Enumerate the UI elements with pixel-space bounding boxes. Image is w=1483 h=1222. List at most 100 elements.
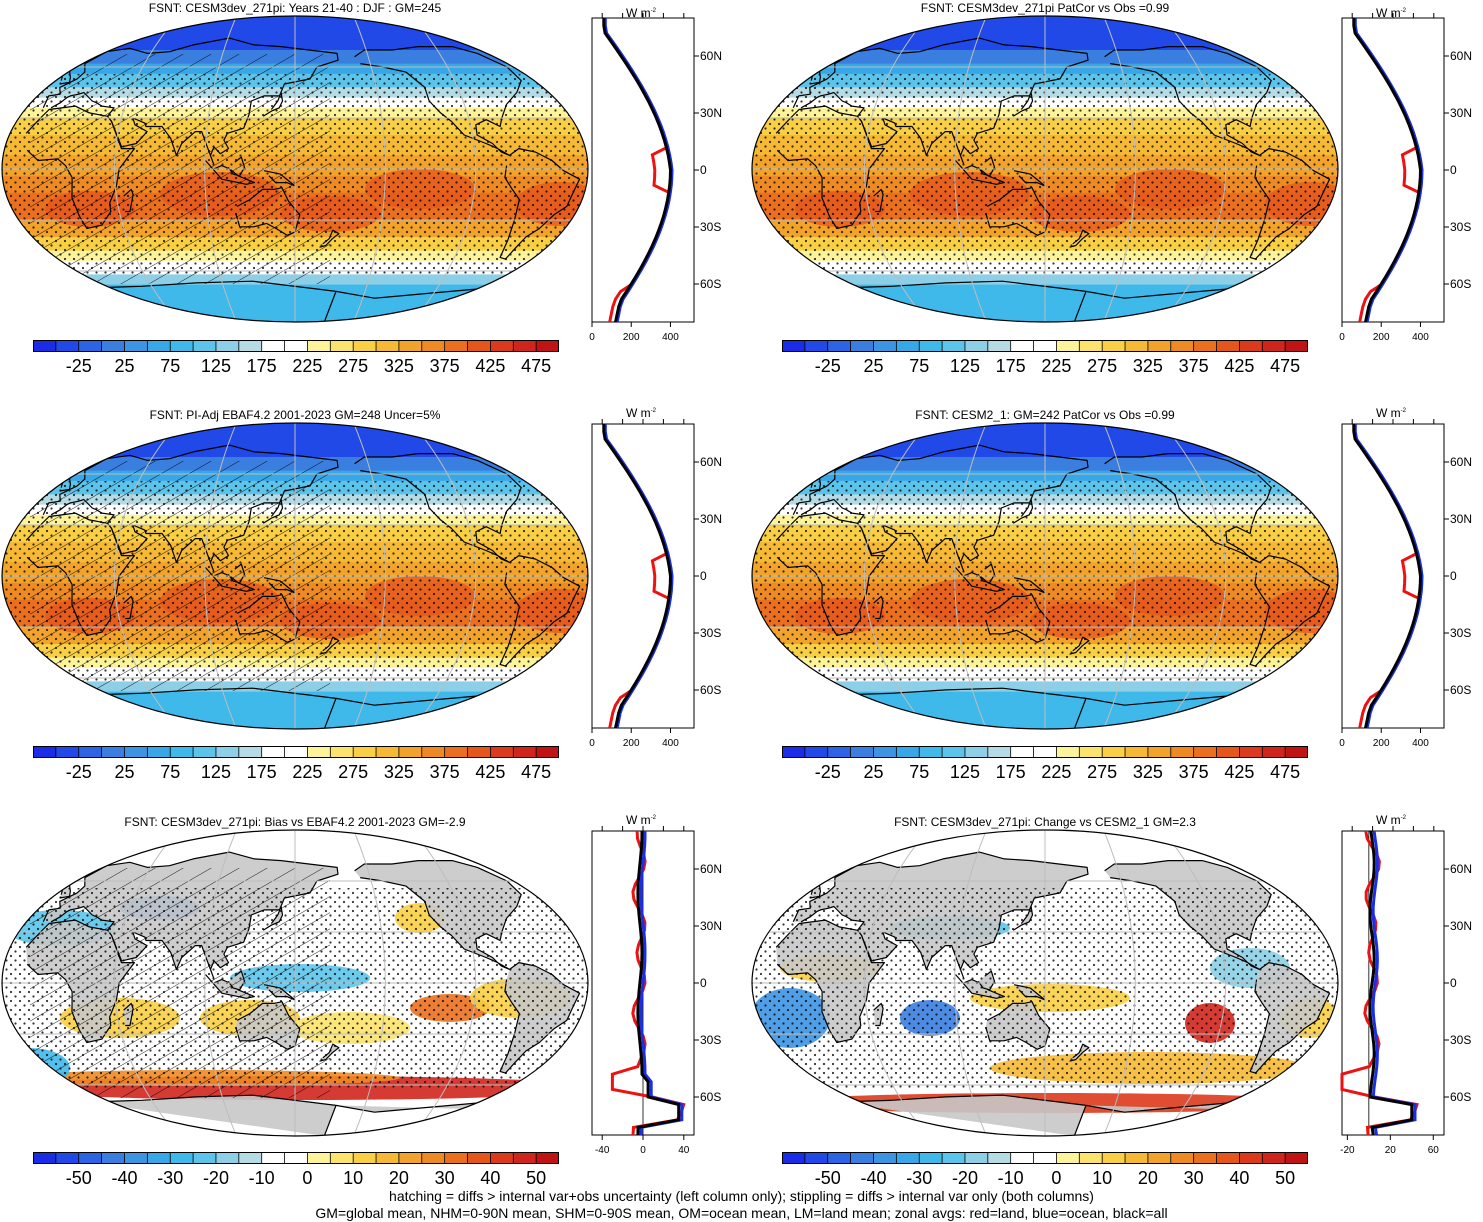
zonal-lat-label: 60S <box>700 683 721 697</box>
colorbar-tick-label: 475 <box>521 762 552 782</box>
colorbar-swatch <box>284 340 308 352</box>
zonal-ocean-line <box>1353 18 1424 323</box>
zonal-land-line <box>610 830 686 1136</box>
zonal-lat-label: 30S <box>1450 220 1471 234</box>
colorbar-tick-label: 375 <box>1178 762 1209 782</box>
colorbar-swatch <box>987 340 1012 352</box>
colorbar <box>33 746 559 758</box>
colorbar-swatch <box>873 340 897 352</box>
colorbar-swatch <box>1193 746 1218 758</box>
colorbar-swatch <box>170 340 194 352</box>
colorbar-swatch <box>1285 746 1308 758</box>
colorbar-swatch <box>827 746 852 758</box>
colorbar-tick-label: 325 <box>383 762 414 782</box>
colorbar-swatch <box>1079 746 1103 758</box>
colorbar-tick-label: 30 <box>434 1168 455 1188</box>
meridian <box>1103 16 1136 322</box>
colorbar-swatch <box>513 340 537 352</box>
colorbar-tick-label: -25 <box>814 762 841 782</box>
colorbar-labels: -25 25 75 125 175 225 275 325 375 425 475 <box>33 762 559 784</box>
map-ebaf-obs <box>1 422 589 730</box>
meridian <box>204 16 237 322</box>
zonal-x-label: 200 <box>1373 332 1390 343</box>
zonal-lat-label: 0 <box>700 976 707 990</box>
zonal-x-label: -20 <box>1340 1145 1355 1156</box>
colorbar-tick-label: 40 <box>1229 1168 1250 1188</box>
colorbar-swatch <box>353 746 377 758</box>
colorbar-swatch <box>1239 1152 1263 1164</box>
colorbar-swatch <box>215 1152 240 1164</box>
map-field <box>2 830 588 1136</box>
colorbar-tick-label: 475 <box>1270 762 1301 782</box>
colorbar-swatch <box>827 1152 852 1164</box>
colorbar-tick-label: 0 <box>302 1168 313 1188</box>
colorbar-tick-label: 50 <box>1275 1168 1296 1188</box>
colorbar <box>782 1152 1308 1164</box>
map-field <box>752 423 1338 729</box>
map-field <box>752 830 1338 1136</box>
colorbar-swatch <box>1239 746 1263 758</box>
zonal-x-label: 0 <box>1339 332 1345 343</box>
map-border <box>1 829 589 1137</box>
zonal-lat-label: 0 <box>700 569 707 583</box>
colorbar-swatch <box>850 1152 874 1164</box>
colorbar <box>33 340 559 352</box>
zonal-lat-label: 60N <box>1450 455 1472 469</box>
colorbar-tick-label: 425 <box>1224 356 1255 376</box>
colorbar-swatch <box>376 1152 400 1164</box>
colorbar-tick-label: 275 <box>338 762 369 782</box>
colorbar-tick-label: -25 <box>65 762 92 782</box>
colorbar-swatch <box>124 340 148 352</box>
colorbar-swatch <box>193 340 217 352</box>
zonal-lat-label: 30S <box>700 220 721 234</box>
meridian <box>1103 830 1136 1136</box>
map-cesm3-years <box>1 15 589 323</box>
colorbar-swatch <box>55 340 80 352</box>
colorbar-border <box>782 1152 1308 1164</box>
colorbar-swatch <box>873 1152 897 1164</box>
colorbar-tick-label: 20 <box>1137 1168 1158 1188</box>
colorbar-swatch <box>987 746 1012 758</box>
zonal-x-label: 60 <box>1428 1145 1440 1156</box>
meridian <box>411 830 477 1136</box>
map-change <box>751 829 1339 1137</box>
colorbar-swatch <box>919 340 943 352</box>
zonal-frame <box>591 17 695 323</box>
colorbar-swatch <box>782 746 806 758</box>
colorbar-swatch <box>896 746 920 758</box>
colorbar-swatch <box>101 340 125 352</box>
zonal-ocean-line <box>1353 424 1424 729</box>
colorbar-tick-label: 225 <box>1041 762 1072 782</box>
colorbar-swatch <box>964 1152 989 1164</box>
colorbar-border <box>33 340 559 352</box>
zonal-all-line <box>1352 424 1423 729</box>
colorbar-swatch <box>850 340 874 352</box>
zonal-frame <box>1341 17 1445 323</box>
colorbar-swatch <box>444 1152 469 1164</box>
colorbar-swatch <box>33 340 57 352</box>
map-cesm3-patcor <box>751 15 1339 323</box>
colorbar <box>782 746 1308 758</box>
colorbar-swatch <box>942 340 966 352</box>
zonal-x-label: 200 <box>623 738 640 749</box>
zonal-all-line <box>602 18 673 323</box>
zonal-lat-label: 30N <box>1450 106 1472 120</box>
colorbar-tick-label: 325 <box>1132 762 1163 782</box>
colorbar-swatch <box>782 1152 806 1164</box>
zonal-ocean-line <box>603 424 674 729</box>
zonal-lat-label: 60N <box>700 49 722 63</box>
colorbar-swatch <box>307 746 331 758</box>
colorbar-tick-label: 125 <box>949 762 980 782</box>
colorbar-swatch <box>376 746 400 758</box>
colorbar-swatch <box>1147 340 1172 352</box>
colorbar-swatch <box>261 1152 286 1164</box>
colorbar-swatch <box>1102 340 1126 352</box>
map-border <box>751 422 1339 730</box>
footer-line-2: GM=global mean, NHM=0-90N mean, SHM=0-90… <box>315 1205 1168 1221</box>
colorbar-tick-label: 175 <box>995 356 1026 376</box>
zonal-plot: 60N 30N 0 30S 60S -20 20 60 <box>1340 826 1472 1156</box>
colorbar-swatch <box>1262 746 1286 758</box>
graticule <box>2 830 588 1136</box>
zonal-lat-label: 60N <box>1450 49 1472 63</box>
meridian <box>863 830 929 1136</box>
